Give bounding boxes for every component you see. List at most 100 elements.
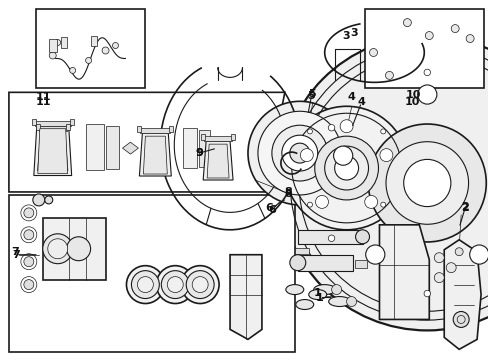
Bar [169,126,173,132]
Text: 10: 10 [404,97,419,107]
Polygon shape [139,133,171,176]
Text: 11: 11 [36,92,51,102]
Circle shape [85,58,91,63]
Bar [90,36,96,45]
Circle shape [379,149,392,162]
Circle shape [42,234,73,264]
Circle shape [48,239,67,259]
Polygon shape [35,121,71,126]
Ellipse shape [156,266,194,303]
Text: 4: 4 [347,92,355,102]
Ellipse shape [313,285,335,294]
Circle shape [258,111,341,195]
Text: 1: 1 [315,293,323,302]
Circle shape [450,24,458,32]
Polygon shape [229,255,262,339]
Ellipse shape [295,300,313,310]
Circle shape [423,69,429,76]
Bar [230,134,235,140]
Text: 4: 4 [357,97,365,107]
Polygon shape [122,142,138,154]
Circle shape [446,263,455,273]
Circle shape [355,230,369,244]
Bar [65,124,69,130]
Circle shape [300,149,313,162]
Text: 3: 3 [342,31,350,41]
Text: 8: 8 [285,189,292,199]
Polygon shape [9,92,285,192]
Circle shape [315,195,328,208]
Text: 8: 8 [285,187,292,197]
Circle shape [24,208,34,218]
Circle shape [55,40,61,45]
Text: 11: 11 [36,97,51,107]
Circle shape [423,290,429,297]
Circle shape [469,245,488,264]
Polygon shape [34,126,72,176]
Circle shape [364,195,377,208]
Circle shape [433,273,443,283]
Bar [49,39,57,53]
Circle shape [33,194,45,206]
Circle shape [24,257,34,267]
Text: 7: 7 [11,247,19,257]
Text: 7: 7 [12,250,20,260]
Bar [294,248,308,254]
Ellipse shape [131,271,159,298]
Circle shape [279,36,488,330]
Text: 9: 9 [195,148,203,158]
Bar [36,124,40,130]
Circle shape [369,49,377,57]
Circle shape [289,255,305,271]
Circle shape [417,85,436,104]
Circle shape [102,47,109,54]
Ellipse shape [308,289,326,300]
Polygon shape [203,136,232,141]
Circle shape [380,129,385,134]
Circle shape [465,35,473,42]
Bar [85,124,103,170]
Circle shape [289,143,309,163]
Text: 5: 5 [306,91,314,101]
Polygon shape [38,131,67,171]
Bar [105,126,119,169]
Circle shape [346,297,356,306]
Circle shape [112,42,118,49]
Polygon shape [379,225,428,319]
Circle shape [49,52,56,59]
Bar [297,255,352,271]
Circle shape [24,230,34,240]
Ellipse shape [192,276,208,293]
Circle shape [247,101,351,205]
Circle shape [24,280,34,289]
Polygon shape [143,136,167,174]
Ellipse shape [161,271,189,298]
Bar [36,9,145,88]
Circle shape [333,146,352,165]
Bar [364,9,483,88]
Circle shape [380,202,385,207]
Text: 5: 5 [307,89,315,99]
Bar [32,119,36,125]
Text: 6: 6 [267,205,275,215]
Polygon shape [38,129,67,174]
Ellipse shape [181,266,219,303]
Circle shape [452,311,468,328]
Bar [199,130,210,167]
Circle shape [327,125,334,131]
Bar [69,119,74,125]
Bar [201,134,205,140]
Ellipse shape [126,266,164,303]
Circle shape [307,202,312,207]
Polygon shape [9,195,294,352]
Circle shape [403,159,450,207]
Circle shape [331,285,341,294]
Bar [354,260,366,268]
Circle shape [324,146,368,190]
Ellipse shape [328,297,350,306]
Polygon shape [207,144,228,178]
Text: 1: 1 [313,288,321,298]
Text: 6: 6 [264,203,272,213]
Circle shape [340,120,352,133]
Circle shape [385,142,468,224]
